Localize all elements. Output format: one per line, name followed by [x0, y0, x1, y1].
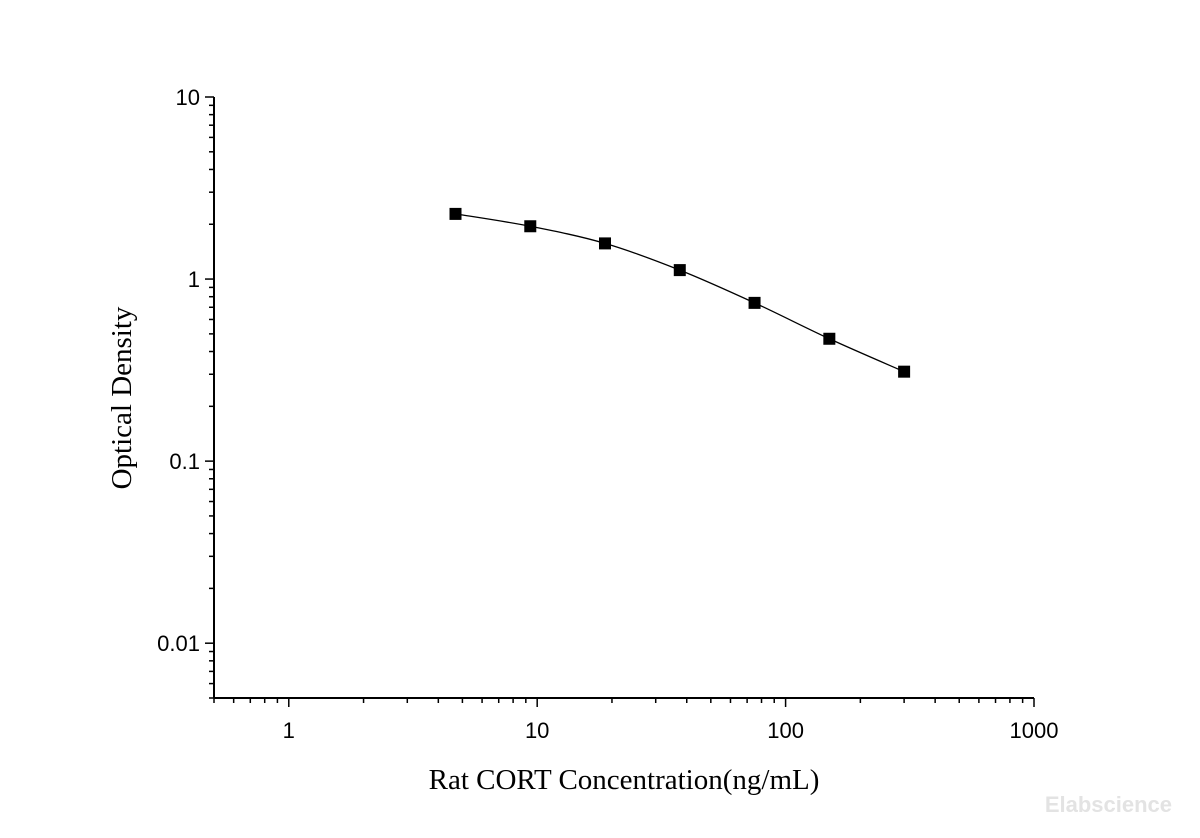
data-point [599, 237, 612, 250]
x-tick-label: 1000 [1010, 718, 1059, 743]
axes: 1 10 100 1000 0.01 0.1 1 10 [157, 85, 1058, 743]
y-tick-label: 10 [176, 85, 200, 110]
data-point [748, 296, 761, 309]
x-tick-label: 100 [767, 718, 804, 743]
y-axis-title: Optical Density [106, 306, 138, 489]
fit-line-group [455, 213, 905, 373]
data-point [524, 220, 537, 233]
data-markers [449, 207, 911, 378]
y-tick-label: 0.01 [157, 631, 200, 656]
data-point [823, 332, 836, 345]
data-point [673, 264, 686, 277]
x-tick-label: 10 [525, 718, 549, 743]
x-tick-label: 1 [283, 718, 295, 743]
data-point [898, 365, 911, 378]
y-tick-label: 1 [188, 267, 200, 292]
fit-curve [455, 213, 905, 373]
watermark: Elabscience [1045, 792, 1172, 817]
y-tick-label: 0.1 [169, 449, 200, 474]
data-point [449, 207, 462, 220]
x-axis-title: Rat CORT Concentration(ng/mL) [429, 764, 820, 796]
